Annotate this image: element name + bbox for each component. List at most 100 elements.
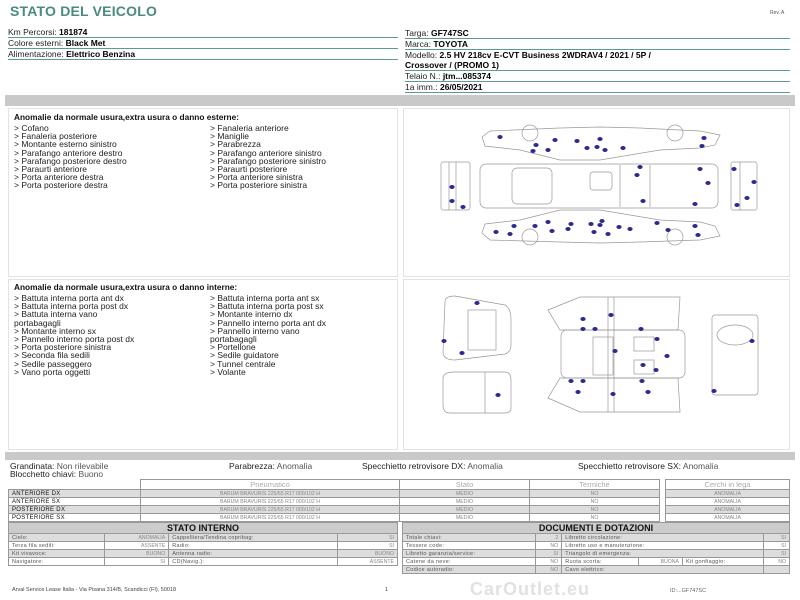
stato_interno-value: ANOMALIA: [103, 533, 170, 542]
windscreen-status: Parabrezza: Anomalia: [229, 461, 312, 471]
plate-value: GF747SC: [431, 28, 469, 38]
stato_interno-label: Navigatore:: [8, 557, 105, 566]
documenti-value: SI: [763, 541, 790, 550]
tyre-winter: NO: [529, 497, 660, 506]
tyre-row: ANTERIORE DX BARUM BRAVURIS 225/65 R17 00…: [8, 489, 660, 498]
damage-dot: [645, 390, 651, 394]
model-label: Modello:: [405, 50, 438, 60]
damage-dot: [597, 223, 603, 227]
stato_interno-label: Antenna radio:: [168, 549, 339, 558]
fuel-value: Elettrico Benzina: [66, 49, 136, 59]
km-row: Km Percorsi: 181874: [8, 27, 398, 38]
mirror-right-label: Specchietto retrovisore DX:: [362, 461, 466, 471]
documenti-label: Codice autoradio:: [401, 565, 537, 574]
windscreen-label: Parabrezza:: [229, 461, 275, 471]
tyre-winter: NO: [529, 513, 660, 522]
rim-row: ANOMALIA: [665, 505, 790, 514]
tyre-row: POSTERIORE SX BARUM BRAVURIS 225/65 R17 0…: [8, 513, 660, 522]
model-row: Modello: 2.5 HV 218cv E-CVT Business 2WD…: [405, 50, 790, 60]
damage-dot: [580, 327, 586, 331]
documenti-label: Libretto uso e manutenzione:: [561, 541, 765, 550]
tyre-row: ANTERIORE SX BARUM BRAVURIS 225/65 R17 00…: [8, 497, 660, 506]
key-block-value: Buono: [78, 469, 104, 479]
damage-dot: [751, 180, 757, 184]
damage-dot: [711, 389, 717, 393]
rims-table: Cerchi in lega ANOMALIA ANOMALIA ANOMALIA A…: [665, 479, 790, 522]
exterior-list-col2: > Fanaleria anteriore > Maniglie > Parab…: [210, 123, 326, 191]
documenti-value: NO: [535, 541, 563, 550]
damage-dot: [697, 167, 703, 171]
documenti-row: Catene da neve: NO Ruota scorta: BUONA Kit g…: [401, 557, 790, 566]
damage-dot: [637, 165, 643, 169]
section-divider-2: [5, 452, 795, 460]
damage-dot: [638, 327, 644, 331]
documenti-row: Totale chiavi: 2 Libretto circolazione: SI: [401, 533, 790, 542]
stato_interno-label: Cielo:: [8, 533, 105, 542]
rims-header: Cerchi in lega: [665, 479, 790, 490]
damage-dot: [699, 144, 705, 148]
documenti-value: [763, 565, 790, 574]
damage-dot: [474, 301, 480, 305]
rim-state: ANOMALIA: [665, 505, 790, 514]
exterior-list-col1: > Cofano > Fanaleria posteriore > Montan…: [14, 123, 127, 191]
damage-dot: [441, 339, 447, 343]
key-block-label: Blocchetto chiavi:: [10, 469, 77, 479]
rim-state: ANOMALIA: [665, 489, 790, 498]
damage-dot: [640, 199, 646, 203]
damage-dot: [493, 230, 499, 234]
damage-dot: [591, 230, 597, 234]
interior-list-col1: > Battuta interna porta ant dx > Battuta…: [14, 293, 135, 377]
documenti-value: SI: [763, 549, 790, 558]
key-block-status: Blocchetto chiavi: Buono: [10, 469, 103, 479]
damage-dot: [695, 233, 701, 237]
damage-markers: [441, 135, 757, 397]
documenti-row: Libretto garanzia/service: SI Triangolo di…: [401, 549, 790, 558]
damage-dot: [692, 224, 698, 228]
documenti-label: Libretto circolazione:: [561, 533, 765, 542]
damage-dot: [608, 313, 614, 317]
damage-dot: [639, 379, 645, 383]
documenti-label: Cavo elettrico:: [561, 565, 765, 574]
tyre-position: POSTERIORE DX: [8, 505, 141, 514]
footer-address: Arval Service Lease Italia - Via Pisana …: [12, 587, 177, 593]
damage-dot: [568, 222, 574, 226]
rim-row: ANOMALIA: [665, 489, 790, 498]
vin-row: Telaio N.: jtm...085374: [405, 71, 790, 82]
colour-label: Colore esterni:: [8, 38, 64, 48]
tyre-position: POSTERIORE SX: [8, 513, 141, 522]
damage-dot: [449, 199, 455, 203]
make-label: Marca:: [405, 39, 431, 49]
model-value-cont: Crossover / (PROMO 1): [405, 60, 499, 70]
tyres-table: Pneumatico Stato Termiche ANTERIORE DX BARU…: [8, 479, 660, 522]
stato_interno-value: ASSENTE: [103, 541, 170, 550]
tyre-state: MEDIO: [399, 513, 530, 522]
interior-car-drawing: [442, 295, 759, 414]
damage-dot: [549, 229, 555, 233]
damage-dot: [565, 227, 571, 231]
documenti-label: Libretto garanzia/service:: [401, 549, 537, 558]
damage-dot: [495, 393, 501, 397]
stato_interno-row: Cielo: ANOMALIA Cappelliera/Tendina coprib…: [8, 533, 398, 542]
tyre-model: BARUM BRAVURIS 225/65 R17 000/102 H: [140, 513, 400, 522]
plate-row: Targa: GF747SC: [405, 28, 790, 39]
windscreen-value: Anomalia: [276, 461, 313, 471]
stato_interno-label: Radio:: [168, 541, 339, 550]
documenti-label: Kit gonfiaggio:: [682, 557, 765, 566]
tyre-header: Pneumatico: [140, 479, 400, 490]
stato_interno-row: Kit vivavoce: BUONO Antenna radio: BUONO: [8, 549, 398, 558]
damage-dot: [460, 205, 466, 209]
make-value: TOYOTA: [433, 39, 468, 49]
fuel-row: Alimentazione: Elettrico Benzina: [8, 49, 398, 60]
documenti-value: NO: [535, 565, 563, 574]
tyre-position: ANTERIORE SX: [8, 497, 141, 506]
documenti-label: Totale chiavi:: [401, 533, 537, 542]
rim-row: ANOMALIA: [665, 513, 790, 522]
tyre-winter: NO: [529, 505, 660, 514]
damage-dot: [574, 139, 580, 143]
tyre-state: MEDIO: [399, 497, 530, 506]
stato_interno-value: SI: [337, 541, 398, 550]
damage-dot: [449, 185, 455, 189]
damage-dot: [692, 202, 698, 206]
internal-state-title: STATO INTERNO: [8, 522, 398, 534]
